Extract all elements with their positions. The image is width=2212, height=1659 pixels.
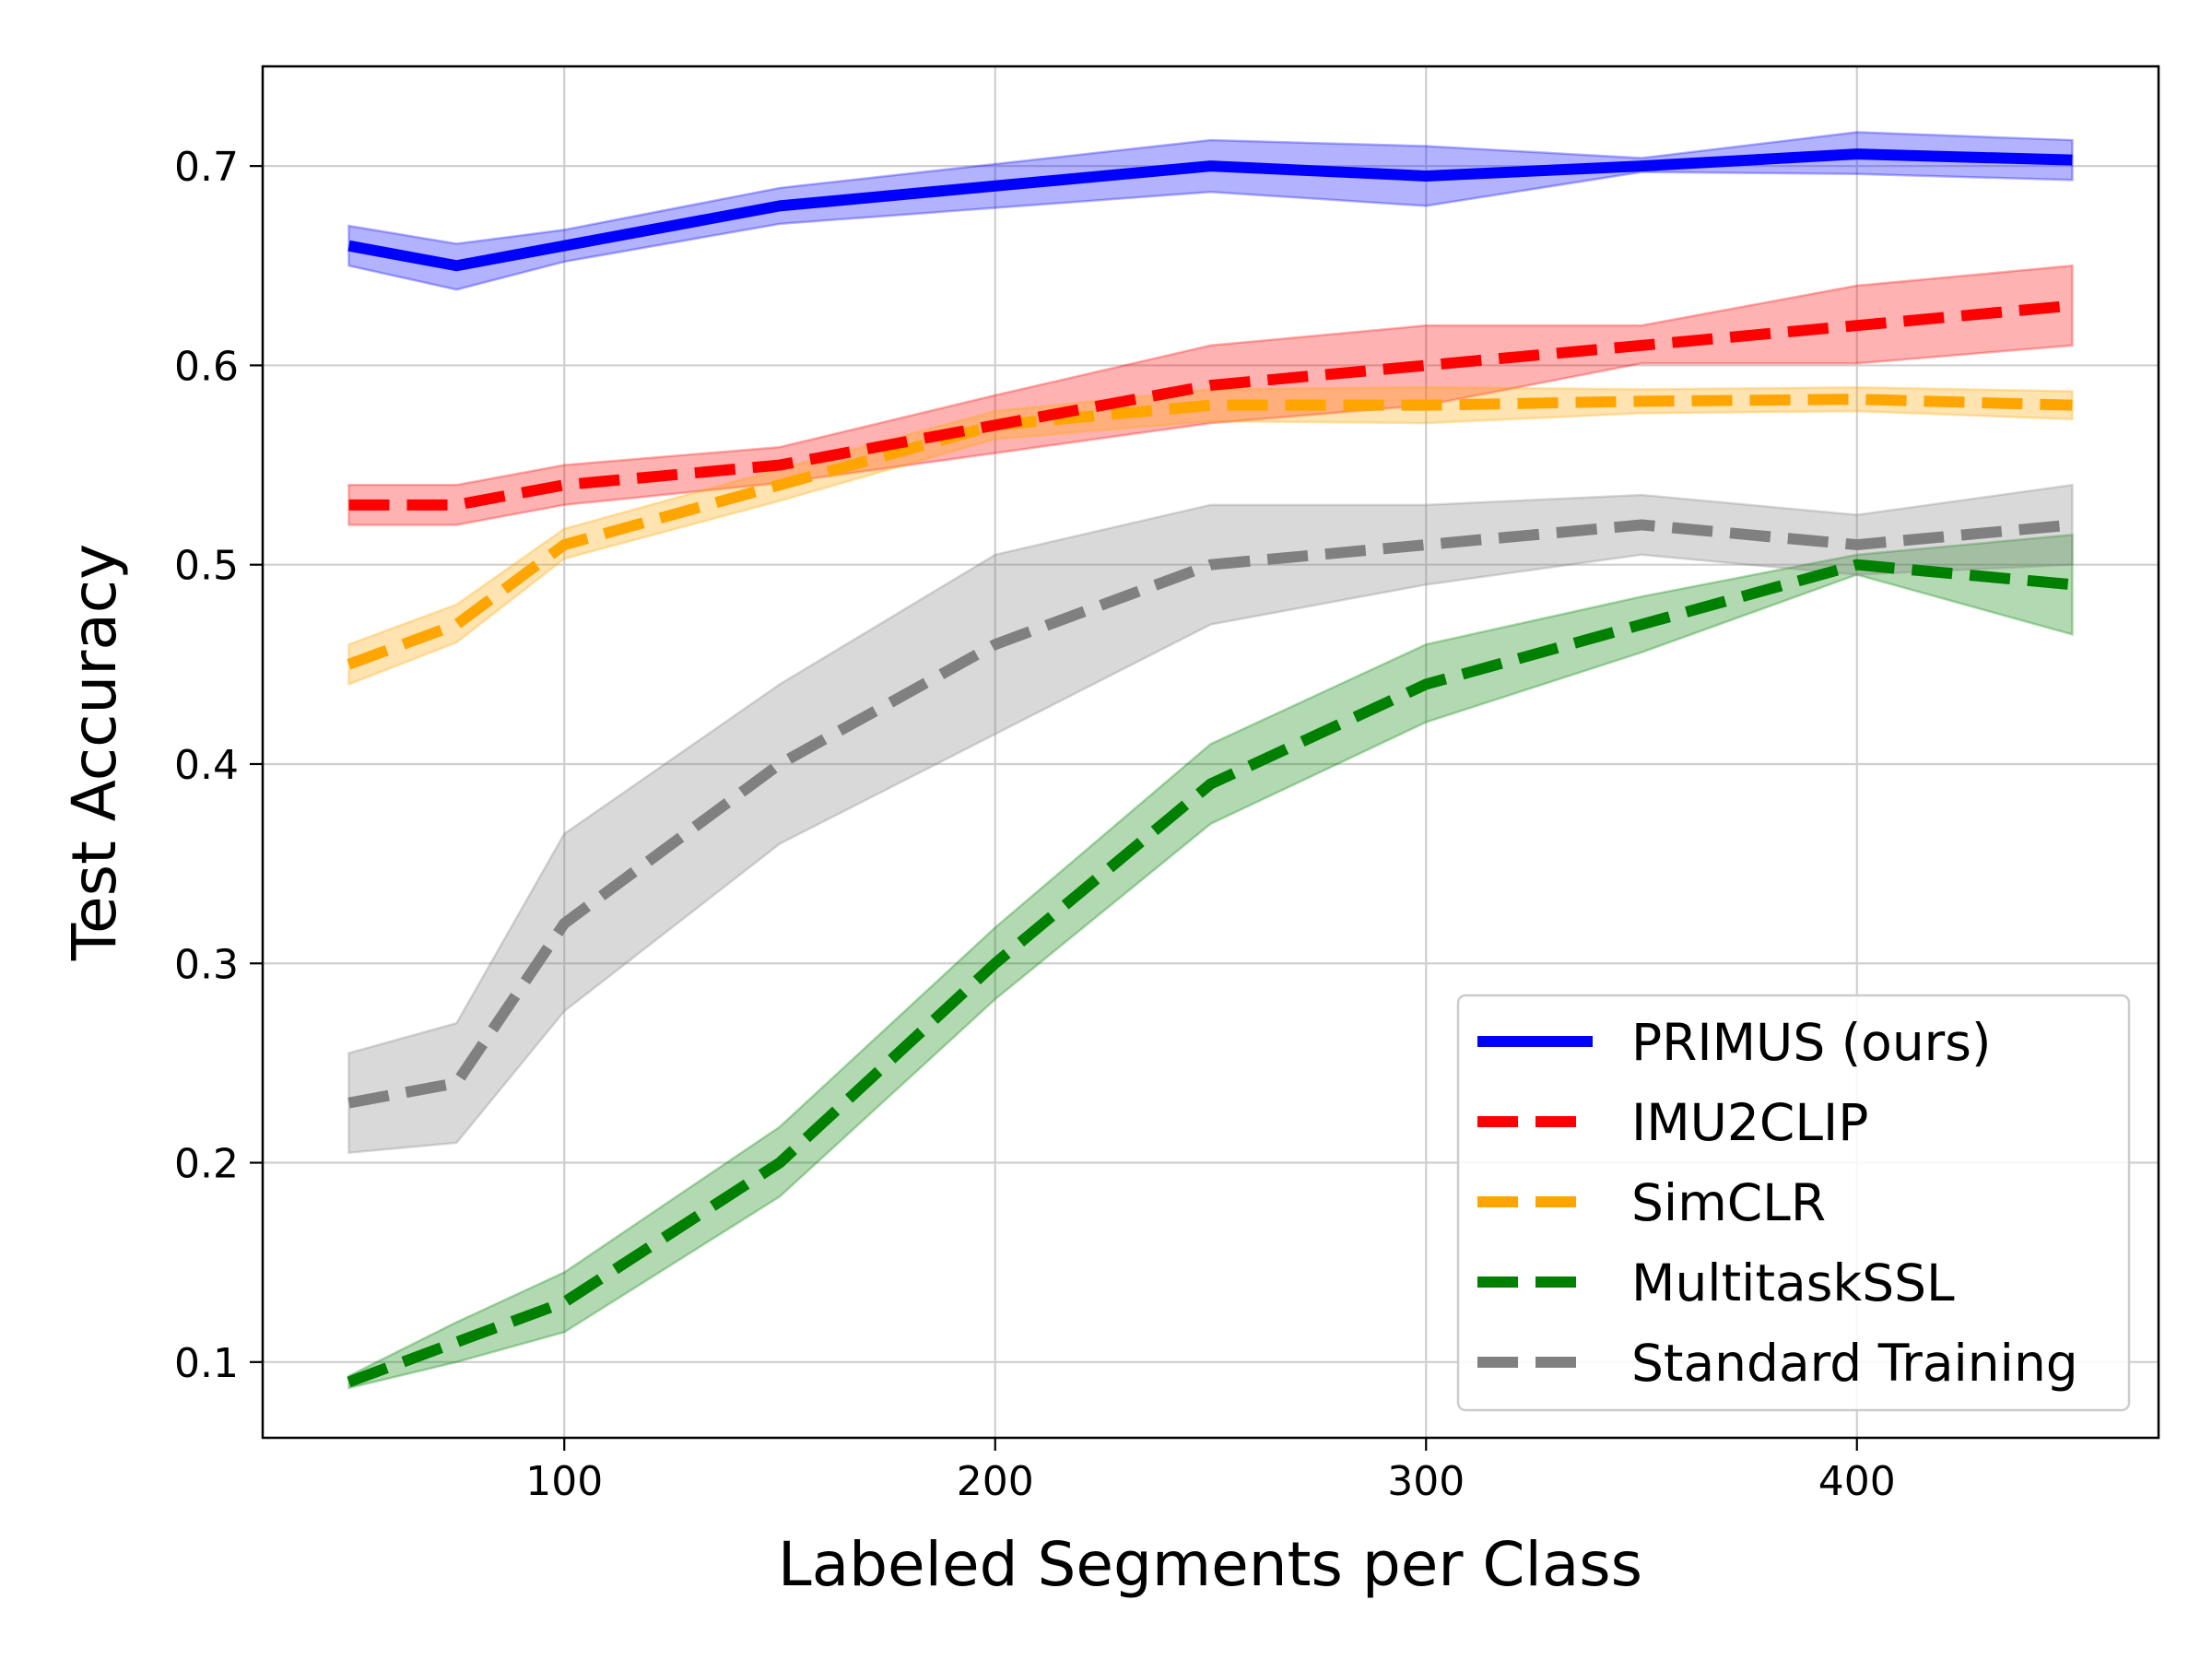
legend-label: Standard Training: [1631, 1334, 2078, 1393]
legend-label: IMU2CLIP: [1631, 1093, 1868, 1152]
y-axis-title: Test Accuracy: [59, 544, 130, 961]
series-line-primus-ours: [347, 148, 2073, 272]
legend-label: SimCLR: [1631, 1173, 1826, 1232]
legend-item-imu2clip: IMU2CLIP: [1477, 1093, 1868, 1152]
legend-item-simclr: SimCLR: [1477, 1173, 1826, 1232]
legend-item-multitaskssl: MultitaskSSL: [1477, 1253, 1955, 1312]
confidence-band-standard-training: [347, 483, 2074, 1155]
x-tick-label: 400: [1818, 1458, 1896, 1505]
y-axis-ticks: 0.1 0.2 0.3 0.4 0.5 0.6 0.7: [174, 144, 263, 1387]
legend: PRIMUS (ours) IMU2CLIP SimCLR MultitaskSSL S…: [1456, 994, 2131, 1412]
y-tick-label: 0.1: [174, 1340, 239, 1387]
y-tick-label: 0.5: [174, 543, 239, 590]
y-tick-label: 0.4: [174, 742, 239, 789]
legend-label: PRIMUS (ours): [1631, 1013, 1991, 1072]
x-axis-title: Labeled Segments per Class: [778, 1529, 1642, 1600]
plot-area-frame: [261, 65, 2160, 1440]
x-tick-label: 100: [525, 1458, 603, 1505]
legend-item-primus-ours: PRIMUS (ours): [1477, 1013, 1991, 1072]
x-axis-ticks: 100 200 300 400: [525, 1438, 1896, 1505]
series-line-multitaskssl: [347, 559, 2074, 1388]
y-tick-label: 0.3: [174, 941, 239, 988]
series-line-standard-training: [347, 519, 2074, 1109]
series-lines: [347, 148, 2074, 1388]
y-tick-label: 0.6: [174, 343, 239, 390]
y-tick-label: 0.2: [174, 1141, 239, 1188]
legend-box: [1456, 994, 2131, 1412]
series-line-imu2clip: [348, 300, 2074, 511]
confidence-band-multitaskssl: [347, 533, 2074, 1390]
confidence-band-simclr: [347, 385, 2074, 687]
x-tick-label: 200: [957, 1458, 1034, 1505]
series-line-simclr: [347, 394, 2073, 670]
legend-label: MultitaskSSL: [1631, 1253, 1955, 1312]
legend-item-standard-training: Standard Training: [1477, 1334, 2078, 1393]
x-tick-label: 300: [1387, 1458, 1465, 1505]
y-tick-label: 0.7: [174, 144, 239, 191]
